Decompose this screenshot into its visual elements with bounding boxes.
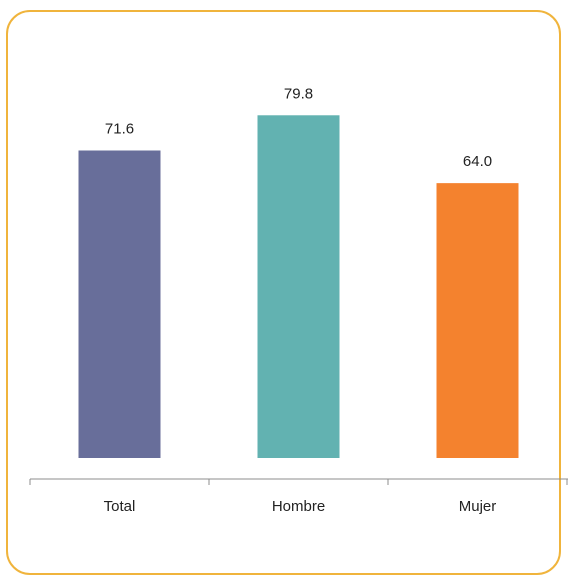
data-label-hombre: 79.8 [284,85,313,102]
x-axis [29,478,568,485]
data-label-total: 71.6 [105,120,134,137]
data-labels-group: 71.6 79.8 64.0 [105,85,492,170]
tick-label-mujer: Mujer [459,498,497,515]
data-label-mujer: 64.0 [463,153,492,170]
tick-label-total: Total [104,498,136,515]
x-tick-labels-group: Total Hombre Mujer [104,498,497,515]
tick-label-hombre: Hombre [272,498,325,515]
bars-group [78,115,519,459]
bar-hombre [257,115,340,458]
bar-mujer [436,183,519,458]
bar-total [78,150,161,459]
